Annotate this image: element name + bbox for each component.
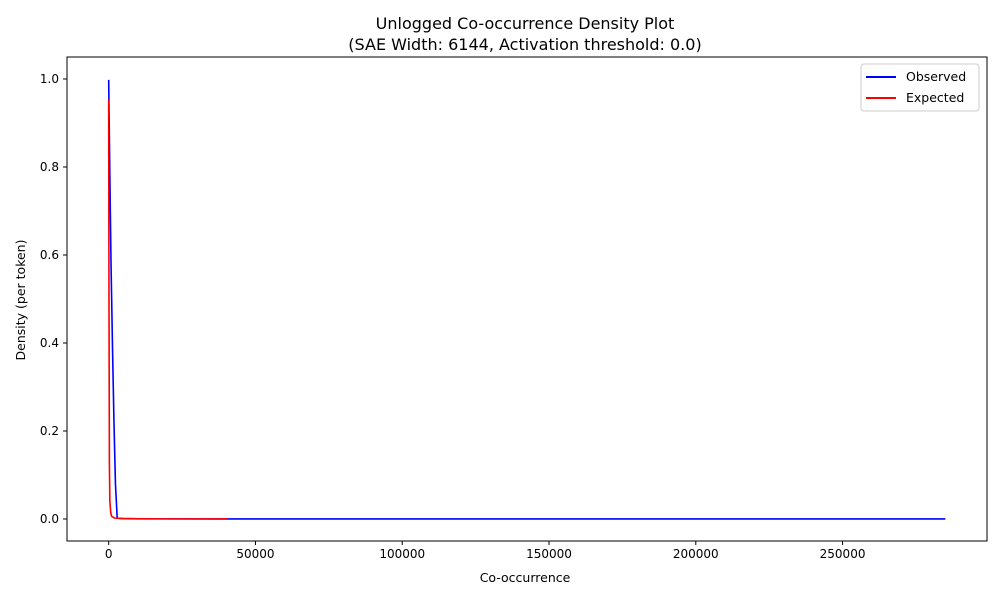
x-axis-ticks: 0 50000 100000 150000 200000 250000 <box>105 541 866 561</box>
x-tick-label: 250000 <box>820 547 866 561</box>
series-line-expected <box>107 100 228 520</box>
x-tick-label: 100000 <box>379 547 425 561</box>
y-tick-label: 0.4 <box>40 336 59 350</box>
y-axis-label: Density (per token) <box>13 240 28 361</box>
y-tick-label: 0.6 <box>40 248 59 262</box>
series-layer <box>107 79 946 520</box>
legend: Observed Expected <box>860 63 980 112</box>
series-line-observed <box>107 79 946 520</box>
chart-subtitle: (SAE Width: 6144, Activation threshold: … <box>348 35 701 54</box>
y-tick-label: 0.8 <box>40 160 59 174</box>
y-tick-label: 0.0 <box>40 512 59 526</box>
y-tick-label: 0.2 <box>40 424 59 438</box>
x-tick-label: 200000 <box>673 547 719 561</box>
x-tick-label: 0 <box>105 547 113 561</box>
legend-label-expected: Expected <box>906 90 964 105</box>
chart-title: Unlogged Co-occurrence Density Plot <box>376 14 675 33</box>
x-tick-label: 150000 <box>526 547 572 561</box>
legend-box <box>860 63 980 112</box>
y-axis-ticks: 0.0 0.2 0.4 0.6 0.8 1.0 <box>40 72 67 526</box>
y-tick-label: 1.0 <box>40 72 59 86</box>
x-tick-label: 50000 <box>236 547 274 561</box>
legend-label-observed: Observed <box>906 69 966 84</box>
plot-frame <box>66 56 988 542</box>
x-axis-label: Co-occurrence <box>480 570 571 585</box>
